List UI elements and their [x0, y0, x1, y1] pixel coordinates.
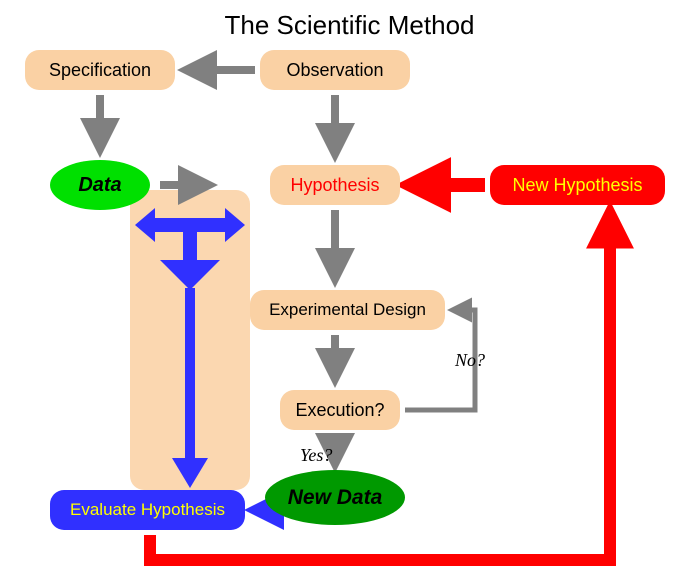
- node-new-hypothesis: New Hypothesis: [490, 165, 665, 205]
- node-experimental-design: Experimental Design: [250, 290, 445, 330]
- label: Evaluate Hypothesis: [70, 500, 225, 520]
- node-data: Data: [50, 160, 150, 210]
- node-specification: Specification: [25, 50, 175, 90]
- label: Specification: [49, 60, 151, 81]
- label: Hypothesis: [290, 175, 379, 196]
- label: Experimental Design: [269, 300, 426, 320]
- node-execution: Execution?: [280, 390, 400, 430]
- label-no: No?: [455, 350, 485, 371]
- diagram-stage: { "title": { "text": "The Scientific Met…: [0, 0, 699, 588]
- label-yes: Yes?: [300, 445, 332, 466]
- label: New Hypothesis: [512, 175, 642, 196]
- node-observation: Observation: [260, 50, 410, 90]
- node-evaluate-hypothesis: Evaluate Hypothesis: [50, 490, 245, 530]
- label: Execution?: [295, 400, 384, 421]
- data-flow-panel: [130, 190, 250, 490]
- node-new-data: New Data: [265, 470, 405, 525]
- label: Observation: [286, 60, 383, 81]
- label: Data: [78, 174, 121, 197]
- node-hypothesis: Hypothesis: [270, 165, 400, 205]
- diagram-title: The Scientific Method: [0, 10, 699, 41]
- label: New Data: [288, 486, 383, 510]
